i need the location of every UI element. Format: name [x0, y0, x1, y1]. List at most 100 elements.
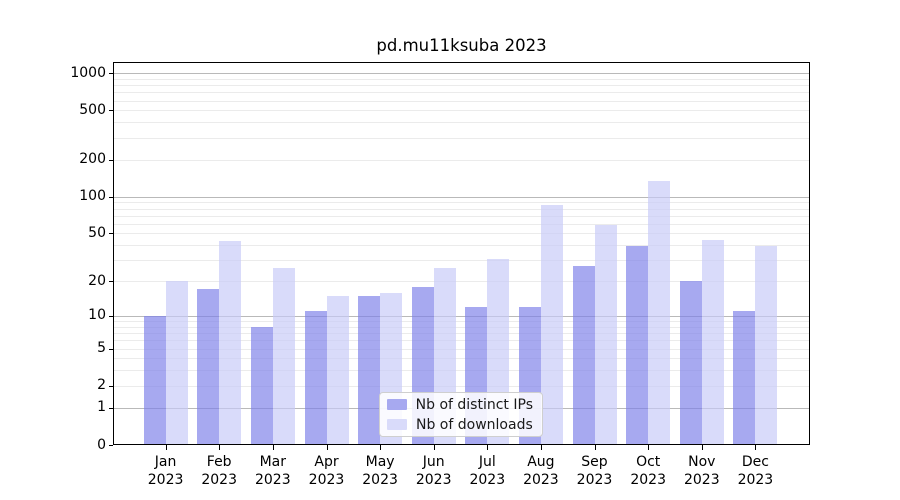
y-tick [108, 445, 113, 446]
x-axis-tick-label: Dec 2023 [737, 454, 774, 488]
gridline-minor [114, 92, 809, 94]
y-axis-tick-label: 1000 [70, 64, 106, 81]
y-tick [108, 315, 113, 317]
x-tick [648, 445, 650, 450]
x-axis-tick-label: May 2023 [362, 454, 398, 488]
bar-downloads [219, 241, 242, 445]
bar-distinct-ips [197, 289, 220, 445]
chart-title: pd.mu11ksuba 2023 [376, 36, 547, 55]
y-axis-tick-label: 20 [88, 272, 106, 289]
gridline-minor [114, 281, 809, 283]
bar-downloads [755, 246, 778, 445]
y-tick [108, 281, 113, 283]
x-axis-tick-label: Aug 2023 [523, 454, 559, 488]
gridline-major [114, 73, 809, 75]
gridline-minor [114, 208, 809, 210]
gridline-minor [114, 85, 809, 87]
y-axis-tick-label: 10 [88, 307, 106, 324]
x-axis-tick-label: Apr 2023 [308, 454, 345, 488]
gridline-minor [114, 333, 809, 335]
gridline-minor [114, 321, 809, 323]
gridline-minor [114, 159, 809, 161]
gridline-minor [114, 202, 809, 204]
y-axis-tick-label: 0 [97, 436, 106, 453]
legend-swatch-downloads [387, 419, 407, 430]
x-tick [380, 445, 382, 450]
x-tick [701, 445, 703, 450]
x-tick [433, 445, 435, 450]
bar-downloads [701, 240, 724, 445]
legend-label-distinct-ips: Nb of distinct IPs [415, 396, 533, 413]
gridline-minor [114, 122, 809, 124]
gridline-minor [114, 385, 809, 387]
y-tick [108, 73, 113, 75]
legend-label-downloads: Nb of downloads [416, 416, 533, 433]
bar-downloads [540, 205, 563, 445]
bar-downloads [326, 295, 349, 445]
bar-distinct-ips [679, 281, 702, 445]
y-tick [108, 196, 113, 198]
legend-item-downloads: Nb of downloads [387, 416, 533, 433]
x-axis-tick-label: Feb 2023 [201, 454, 237, 488]
y-tick [108, 348, 113, 350]
gridline-minor [114, 100, 809, 102]
y-axis-tick-label: 500 [79, 101, 106, 118]
gridline-minor [114, 348, 809, 350]
y-axis-tick-label: 2 [97, 377, 106, 394]
x-tick [540, 445, 542, 450]
y-tick [108, 233, 113, 235]
bar-distinct-ips [626, 246, 649, 445]
bar-distinct-ips [250, 326, 273, 445]
y-tick [108, 159, 113, 161]
gridline-minor [114, 110, 809, 112]
y-axis-tick-label: 100 [79, 188, 106, 205]
y-axis-tick-label: 50 [88, 224, 106, 241]
gridline-minor [114, 260, 809, 262]
y-tick [108, 110, 113, 112]
bar-downloads [648, 180, 671, 445]
x-tick [755, 445, 757, 450]
gridline-minor [114, 215, 809, 217]
x-tick [219, 445, 221, 450]
y-axis-tick-label: 1 [97, 399, 106, 416]
bar-downloads [594, 224, 617, 445]
x-axis-tick-label: Jan 2023 [147, 454, 184, 488]
x-tick [272, 445, 274, 450]
gridline-minor [114, 370, 809, 372]
x-axis-tick-label: Jul 2023 [469, 454, 506, 488]
legend-item-distinct-ips: Nb of distinct IPs [387, 396, 533, 413]
gridline-minor [114, 340, 809, 342]
x-axis-tick-label: Mar 2023 [254, 454, 291, 488]
gridline-minor [114, 233, 809, 235]
x-axis-tick-label: Jun 2023 [415, 454, 452, 488]
bar-distinct-ips [733, 311, 756, 445]
x-tick [487, 445, 489, 450]
bar-distinct-ips [358, 295, 381, 445]
gridline-minor [114, 137, 809, 139]
y-axis-tick-label: 200 [79, 151, 106, 167]
gridline-minor [114, 358, 809, 360]
gridline-major [114, 196, 809, 198]
x-axis-tick-label: Nov 2023 [683, 454, 720, 488]
x-tick [326, 445, 328, 450]
bar-downloads [165, 281, 188, 445]
x-axis-tick-label: Sep 2023 [576, 454, 613, 488]
x-axis-tick-label: Oct 2023 [630, 454, 666, 488]
gridline-minor [114, 245, 809, 247]
gridline-minor [114, 223, 809, 225]
x-tick [165, 445, 167, 450]
y-tick [108, 385, 113, 387]
x-tick [594, 445, 596, 450]
gridline-minor [114, 78, 809, 80]
y-axis-tick-label: 5 [97, 340, 106, 357]
legend-swatch-distinct-ips [387, 399, 407, 410]
bar-downloads [272, 267, 295, 445]
bar-distinct-ips [143, 315, 166, 445]
y-tick [108, 407, 113, 409]
bar-distinct-ips [304, 311, 327, 445]
bar-distinct-ips [572, 265, 595, 445]
legend: Nb of distinct IPs Nb of downloads [379, 392, 543, 437]
gridline-minor [114, 326, 809, 328]
gridline-major [114, 315, 809, 317]
